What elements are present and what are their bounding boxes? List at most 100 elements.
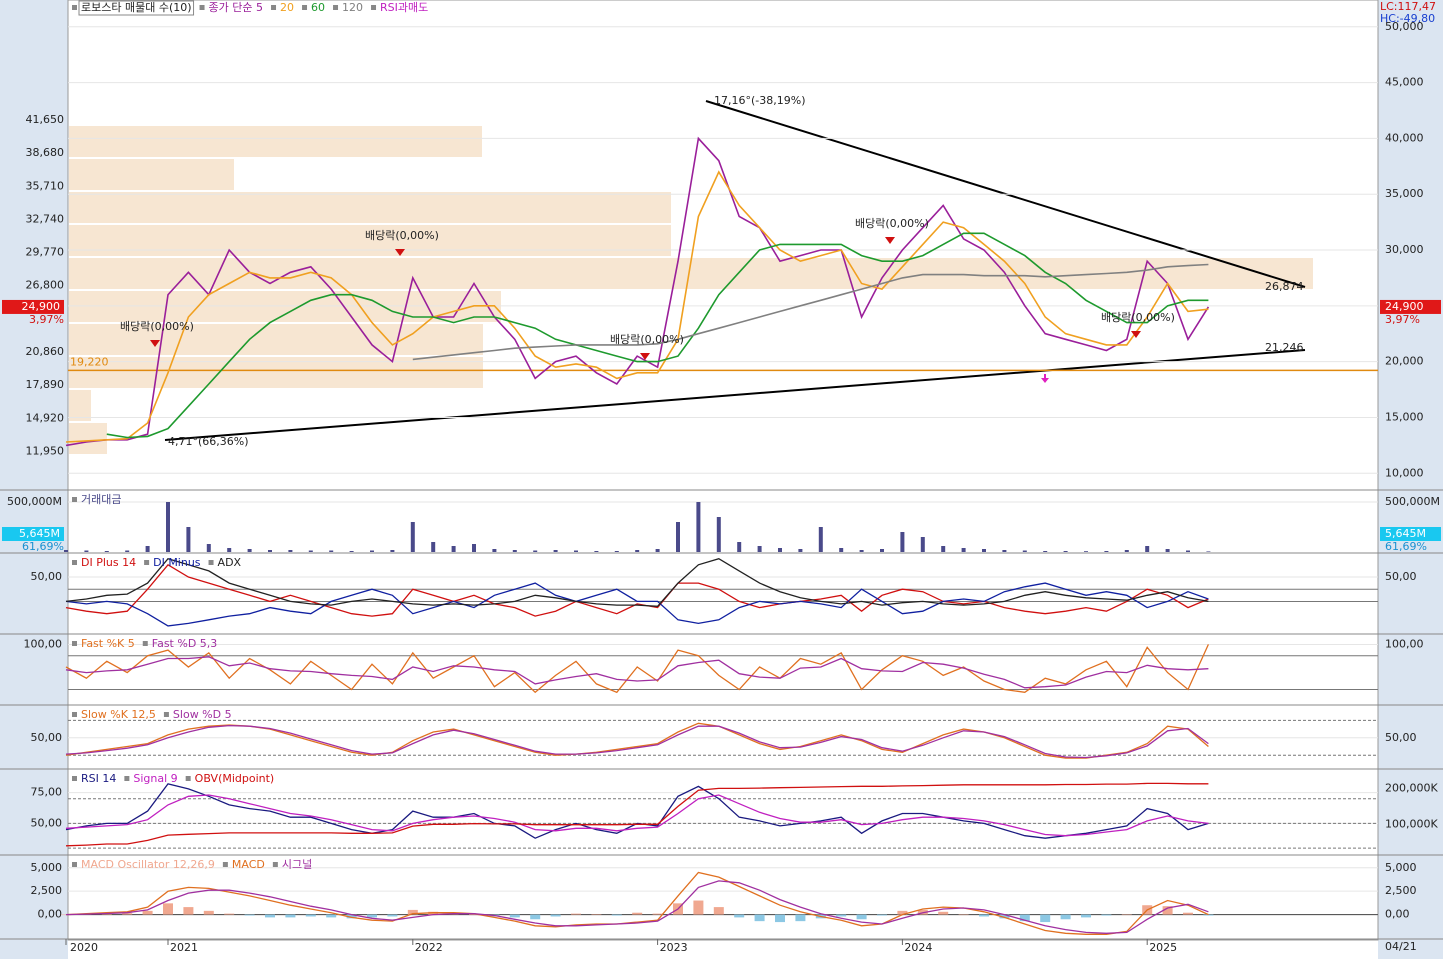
bar [326, 914, 337, 918]
bar [1104, 551, 1109, 552]
bar [472, 544, 476, 552]
bar [227, 548, 232, 552]
bar [1002, 550, 1007, 552]
bar [533, 550, 538, 552]
annotation: 17,16°(-38,19%) [714, 94, 806, 107]
series-line [65, 582, 1209, 627]
bar [594, 551, 599, 552]
profile-level-label: 41,650 [26, 113, 65, 126]
legend-item: DI Minus [153, 556, 201, 569]
bar [183, 907, 194, 915]
date-label: 04/21 [1385, 940, 1417, 953]
series-line [65, 563, 1209, 617]
legend-icon [271, 5, 277, 10]
profile-level-label: 17,890 [26, 378, 65, 391]
bar [737, 542, 742, 552]
annotation: 배당락(0,00%) [120, 320, 194, 333]
bar [186, 527, 191, 552]
legend-item: 거래대금 [81, 493, 121, 506]
bar [122, 913, 133, 915]
bar [1206, 551, 1211, 552]
bar [652, 913, 663, 915]
bar [877, 914, 887, 916]
series-line [65, 136, 1210, 447]
dividend-marker [640, 353, 650, 360]
bar [941, 546, 946, 552]
profile-box [69, 324, 483, 355]
bar [754, 914, 765, 922]
legend-item: 20 [280, 1, 294, 14]
right-axis-bg [1378, 0, 1443, 959]
annotation: 21,246 [1265, 341, 1304, 354]
legend-item: MACD Oscillator 12,26,9 [81, 858, 215, 871]
value-label-bg [1380, 527, 1441, 541]
legend-item: 60 [311, 1, 325, 14]
profile-level-label: 29,770 [26, 246, 65, 259]
bar [713, 907, 724, 915]
dividend-marker [395, 249, 405, 256]
bar [999, 914, 1010, 919]
profile-box [69, 159, 234, 190]
legend-item: OBV(Midpoint) [195, 772, 275, 785]
x-tick-label: 2020 [70, 941, 98, 954]
lc-label: LC:117,47 [1380, 0, 1436, 13]
profile-box [69, 390, 91, 421]
legend-item: DI Plus 14 [81, 556, 136, 569]
bar [1081, 914, 1091, 918]
bar [574, 550, 578, 552]
y-tick-label: 75,00 [31, 786, 63, 799]
y-tick-label: 50,000 [1385, 20, 1424, 33]
x-tick-label: 2024 [904, 941, 932, 954]
bar [305, 914, 316, 917]
bar [775, 914, 785, 923]
bar [346, 914, 357, 919]
change-label: 3,97% [29, 313, 64, 326]
legend-icon [72, 497, 77, 502]
legend-icon [142, 641, 148, 646]
legend-item: Fast %K 5 [81, 637, 135, 650]
bar [920, 537, 925, 552]
y-tick-label: 100,00 [1385, 637, 1424, 650]
bar [938, 911, 949, 915]
value-label: 24,900 [22, 300, 61, 313]
series-line [65, 783, 1209, 839]
value-label-bg [2, 527, 64, 541]
bar [1101, 914, 1112, 916]
bar [1121, 914, 1132, 916]
support-trendline [164, 349, 1306, 441]
profile-level-label: 35,710 [26, 179, 65, 192]
legend-icon [72, 641, 77, 646]
legend-item: 종가 단순 5 [209, 1, 263, 14]
bar [308, 550, 313, 552]
bar [757, 546, 762, 552]
bar [696, 502, 701, 552]
bar [84, 550, 89, 552]
bar [655, 549, 660, 552]
y-tick-label: 0,00 [38, 908, 63, 921]
bar [166, 502, 170, 552]
legend-icon [371, 5, 377, 10]
y2-tick-label: 100,000K [1385, 817, 1438, 830]
bar [961, 548, 966, 552]
legend-icon [124, 776, 130, 781]
bar [880, 549, 884, 552]
legend-icon [72, 560, 77, 565]
bar [734, 914, 745, 918]
bar [104, 551, 109, 552]
bar [859, 550, 864, 552]
value-label: 5,645M [1385, 527, 1426, 540]
value-label: 5,645M [19, 527, 60, 540]
legend-icon [72, 712, 77, 717]
bar [530, 914, 541, 920]
annotation: 배당락(0,00%) [855, 217, 929, 230]
profile-box [69, 192, 671, 223]
x-tick-label: 2021 [170, 941, 198, 954]
value-label: 24,900 [1385, 300, 1424, 313]
profile-level-label: 20,860 [26, 345, 65, 358]
value-label-bg [1380, 299, 1441, 314]
series-line [65, 880, 1209, 934]
series-line [65, 557, 1209, 607]
profile-level-label: 11,950 [26, 444, 65, 457]
bar [550, 914, 561, 917]
